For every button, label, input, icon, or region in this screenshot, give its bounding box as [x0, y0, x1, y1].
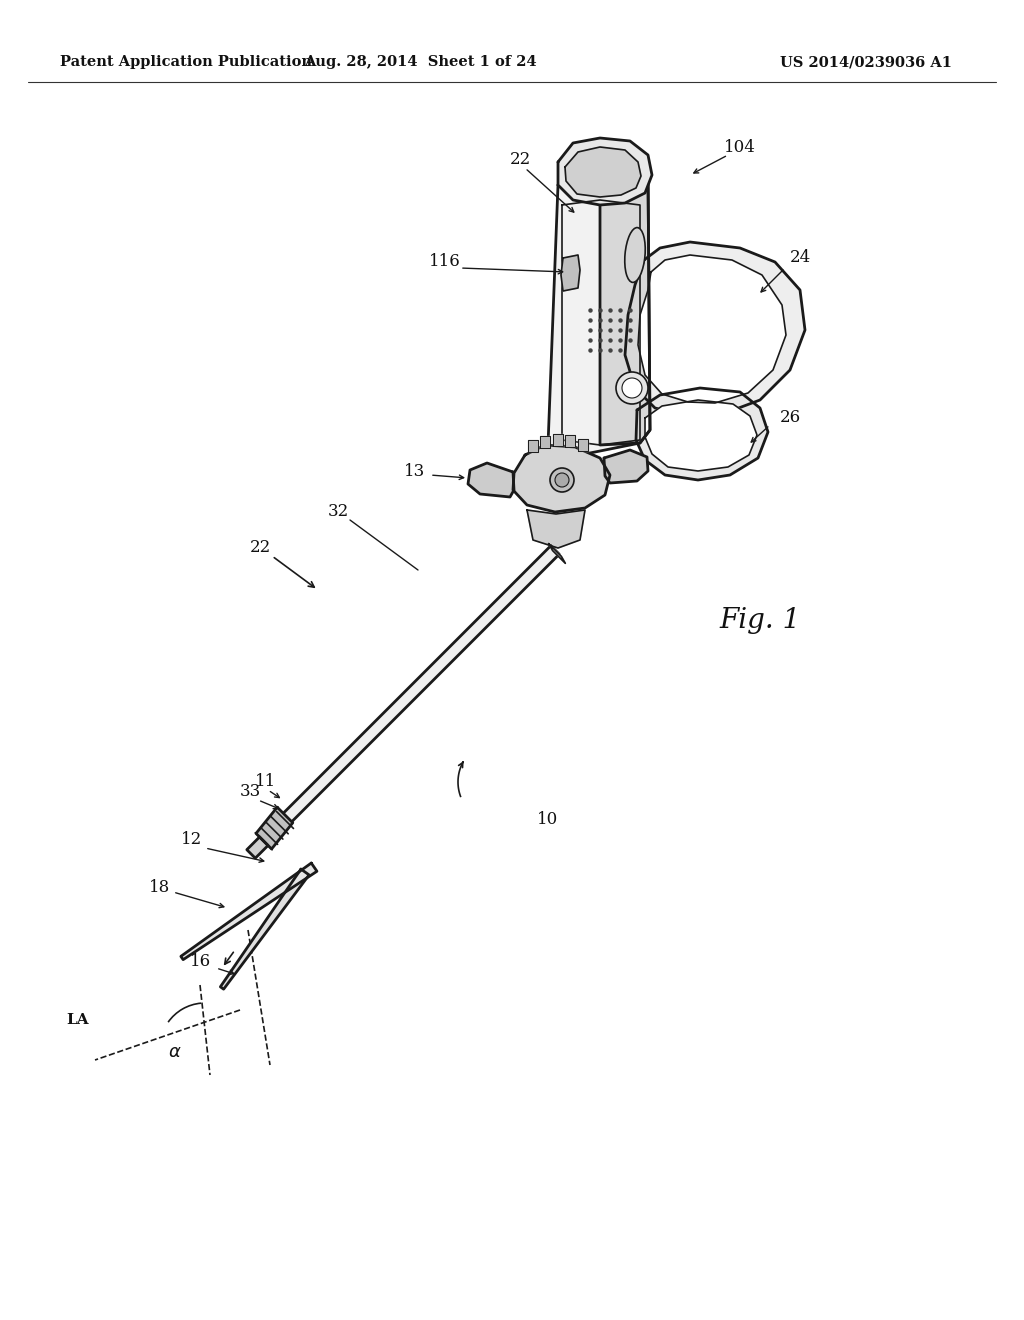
Text: 10: 10: [538, 812, 559, 829]
Polygon shape: [527, 510, 585, 548]
Text: Patent Application Publication: Patent Application Publication: [60, 55, 312, 69]
Text: 11: 11: [255, 774, 276, 791]
Text: $\alpha$: $\alpha$: [168, 1043, 182, 1061]
Text: Aug. 28, 2014  Sheet 1 of 24: Aug. 28, 2014 Sheet 1 of 24: [304, 55, 537, 69]
Polygon shape: [247, 837, 268, 858]
Text: 13: 13: [404, 463, 426, 480]
Polygon shape: [565, 147, 641, 197]
Polygon shape: [578, 440, 588, 451]
Polygon shape: [281, 545, 559, 824]
Polygon shape: [553, 434, 563, 446]
Text: 26: 26: [779, 409, 801, 426]
Text: 116: 116: [429, 253, 461, 271]
Polygon shape: [558, 139, 652, 205]
Text: LA: LA: [67, 1012, 89, 1027]
Polygon shape: [181, 863, 317, 960]
Polygon shape: [540, 436, 550, 447]
Text: 22: 22: [250, 540, 270, 557]
Polygon shape: [604, 450, 648, 483]
Polygon shape: [468, 463, 514, 498]
Ellipse shape: [625, 227, 645, 282]
Polygon shape: [220, 869, 309, 989]
Polygon shape: [565, 436, 575, 447]
Polygon shape: [528, 440, 538, 451]
Text: 22: 22: [509, 152, 530, 169]
Text: 104: 104: [724, 140, 756, 157]
Circle shape: [550, 469, 574, 492]
Polygon shape: [256, 808, 293, 849]
Text: Fig. 1: Fig. 1: [720, 606, 801, 634]
Circle shape: [622, 378, 642, 399]
Polygon shape: [645, 400, 757, 471]
Text: 24: 24: [790, 249, 811, 267]
Text: 33: 33: [240, 784, 261, 800]
Polygon shape: [638, 255, 786, 403]
Text: US 2014/0239036 A1: US 2014/0239036 A1: [780, 55, 952, 69]
Polygon shape: [561, 255, 580, 290]
Text: 18: 18: [150, 879, 171, 896]
Polygon shape: [549, 544, 565, 564]
Polygon shape: [636, 388, 768, 480]
Polygon shape: [513, 445, 610, 512]
Circle shape: [555, 473, 569, 487]
Text: 32: 32: [328, 503, 348, 520]
Text: 12: 12: [181, 832, 203, 849]
Polygon shape: [600, 176, 650, 445]
Circle shape: [616, 372, 648, 404]
Polygon shape: [548, 176, 650, 459]
Polygon shape: [625, 242, 805, 414]
Text: 16: 16: [189, 953, 211, 970]
